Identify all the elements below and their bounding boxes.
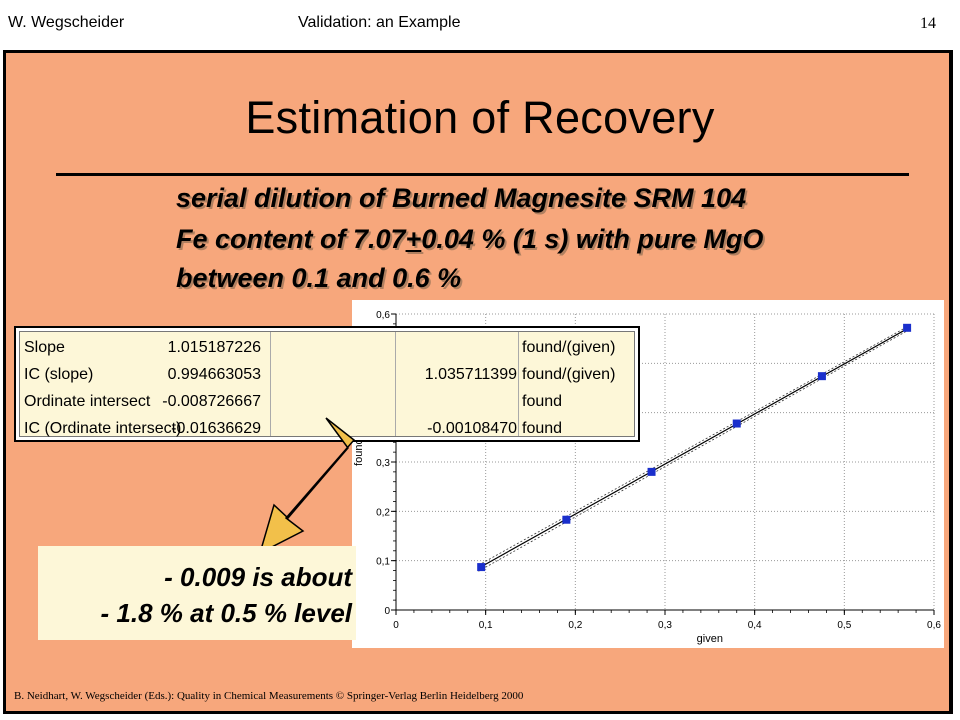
row-unit: found (522, 420, 563, 437)
plus-minus-sign: + (405, 224, 422, 254)
data-point (903, 323, 912, 332)
header-author: W. Wegscheider (8, 14, 125, 31)
regression-table-body: Slope 1.015187226 found/(given) IC (slop… (19, 331, 635, 437)
title-underline (56, 173, 909, 176)
subtitle-line-2-pre: Fe content of 7.07 (176, 224, 406, 254)
row-unit: found (522, 393, 563, 410)
row-label: Ordinate intersect (24, 393, 151, 410)
y-axis-title: found (353, 438, 365, 466)
x-tick-label: 0,5 (837, 620, 851, 631)
subtitle-line-2: Fe content of 7.07+0.04 % (1 s) with pur… (176, 224, 763, 255)
callout-line-1: - 0.009 is about (164, 562, 352, 592)
x-tick-label: 0,1 (479, 620, 493, 631)
regression-line (478, 326, 911, 569)
row-value: 1.015187226 (167, 339, 261, 356)
recovery-callout: - 0.009 is about - 1.8 % at 0.5 % level (38, 546, 356, 640)
row-unit: found/(given) (522, 339, 616, 356)
row-value: 0.994663053 (167, 366, 261, 383)
table-row: Ordinate intersect -0.008726667 found (20, 388, 634, 414)
slide-header: W. Wegscheider Validation: an Example 14 (0, 0, 960, 48)
data-point (477, 563, 486, 572)
y-tick-label: 0,2 (376, 507, 390, 518)
page-number: 14 (920, 15, 936, 32)
footer-citation: B. Neidhart, W. Wegscheider (Eds.): Qual… (14, 690, 524, 702)
y-tick-label: 0,3 (376, 458, 390, 469)
callout-line-2: - 1.8 % at 0.5 % level (100, 598, 352, 628)
confidence-band-lower (478, 328, 910, 572)
header-title: Validation: an Example (298, 14, 461, 31)
row-label: IC (Ordinate intersect) (24, 420, 182, 437)
subtitle-line-2-post: 0.04 % (1 s) with pure MgO (421, 224, 764, 254)
subtitle-line-1: serial dilution of Burned Magnesite SRM … (176, 183, 747, 213)
data-point (817, 372, 826, 381)
y-tick-label: 0,1 (376, 557, 390, 568)
table-row: IC (slope) 0.994663053 1.035711399 found… (20, 361, 634, 387)
regression-table: Slope 1.015187226 found/(given) IC (slop… (14, 326, 640, 442)
row-unit: found/(given) (522, 366, 616, 383)
slide-title: Estimation of Recovery (245, 92, 715, 143)
y-tick-label: 0 (384, 606, 390, 617)
x-tick-label: 0,3 (658, 620, 672, 631)
x-tick-label: 0,6 (927, 620, 941, 631)
row-value: -0.01636629 (171, 420, 261, 437)
data-point (562, 515, 571, 524)
x-tick-label: 0,2 (568, 620, 582, 631)
row-value-2: 1.035711399 (424, 366, 517, 383)
row-value-2: -0.00108470 (427, 420, 517, 437)
y-tick-label: 0,6 (376, 310, 390, 321)
table-column-divider (395, 332, 396, 436)
x-axis-title: given (697, 633, 723, 645)
table-column-divider (270, 332, 271, 436)
data-point (647, 467, 656, 476)
table-row: IC (Ordinate intersect) -0.01636629 -0.0… (20, 415, 634, 441)
table-column-divider (518, 332, 519, 436)
row-label: IC (slope) (24, 366, 94, 383)
x-tick-label: 0 (393, 620, 399, 631)
x-tick-label: 0,4 (748, 620, 762, 631)
row-value: -0.008726667 (162, 393, 261, 410)
subtitle-line-3: between 0.1 and 0.6 % (176, 263, 462, 293)
table-row: Slope 1.015187226 found/(given) (20, 334, 634, 360)
row-label: Slope (24, 339, 65, 356)
data-point (732, 419, 741, 428)
